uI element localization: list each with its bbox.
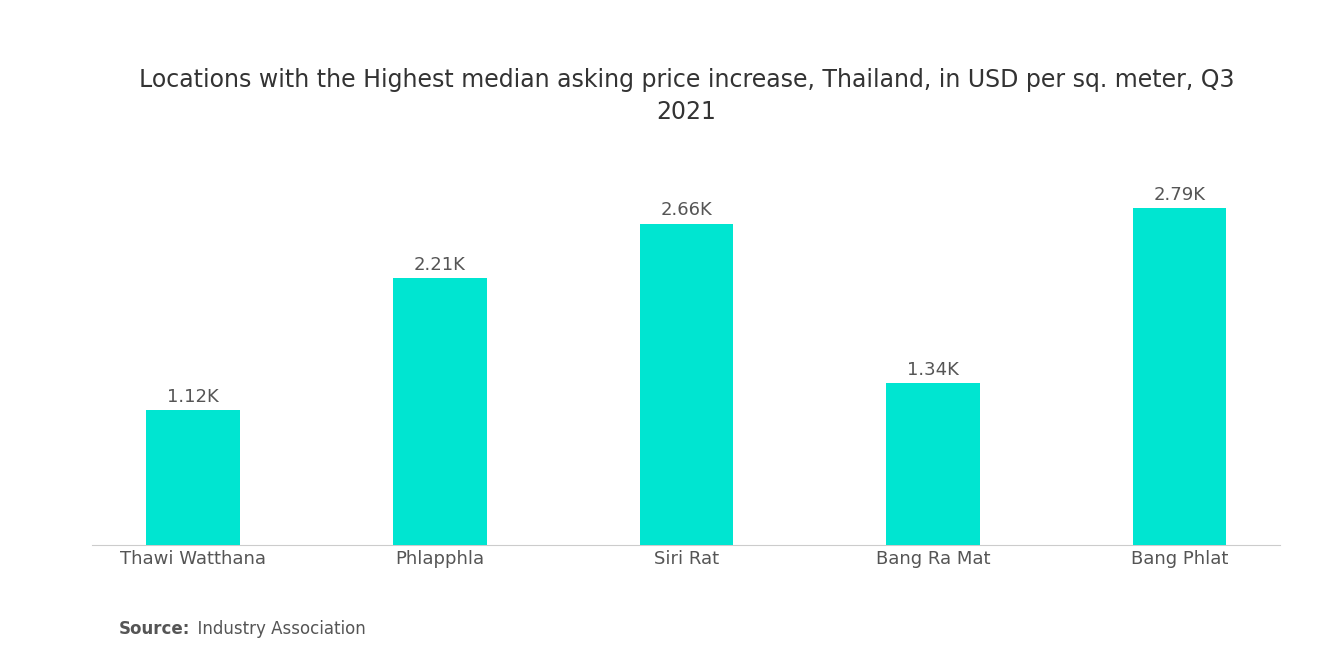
Text: Industry Association: Industry Association xyxy=(187,620,366,638)
Text: Source:: Source: xyxy=(119,620,190,638)
Text: 2.21K: 2.21K xyxy=(414,256,466,274)
Bar xyxy=(886,383,979,545)
Text: 1.34K: 1.34K xyxy=(907,361,958,379)
Title: Locations with the Highest median asking price increase, Thailand, in USD per sq: Locations with the Highest median asking… xyxy=(139,68,1234,124)
Bar xyxy=(393,278,487,545)
Bar xyxy=(640,223,733,545)
Bar xyxy=(1133,208,1226,545)
Text: 2.79K: 2.79K xyxy=(1154,186,1205,203)
Text: 2.66K: 2.66K xyxy=(660,201,713,219)
Text: 1.12K: 1.12K xyxy=(168,388,219,406)
Bar xyxy=(147,410,240,545)
